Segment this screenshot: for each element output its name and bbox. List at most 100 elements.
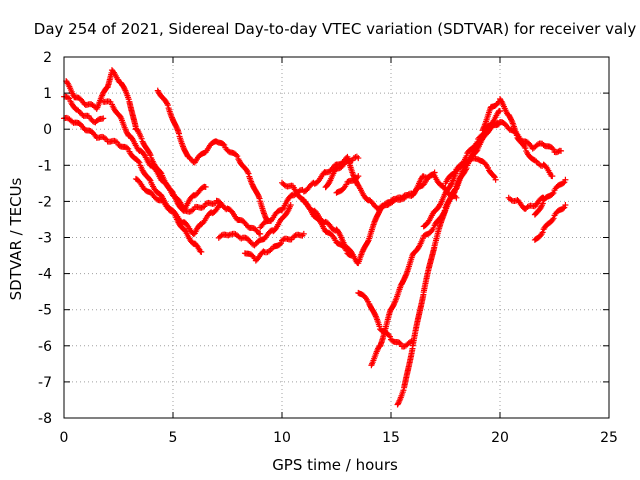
data-point [136, 159, 143, 166]
data-point [497, 108, 503, 115]
data-point [100, 115, 107, 122]
data-point [562, 202, 569, 209]
data-point [539, 200, 546, 207]
y-tick-label: -6 [38, 339, 52, 355]
data-point [372, 312, 379, 319]
data-point [539, 229, 546, 236]
series-track-19 [442, 155, 499, 187]
data-point [562, 176, 569, 183]
data-point [234, 153, 241, 160]
data-point [348, 252, 355, 259]
data-point [463, 152, 470, 159]
y-tick-label: 0 [43, 122, 52, 138]
data-point [555, 148, 562, 155]
y-tick-label: -5 [38, 303, 52, 319]
data-point [549, 173, 556, 180]
data-point [276, 241, 283, 248]
data-point [483, 129, 490, 136]
data-point [343, 247, 350, 254]
series-track-8 [215, 202, 294, 249]
series-track-14 [333, 173, 362, 196]
data-point [101, 135, 108, 142]
data-point [255, 192, 262, 199]
data-point [79, 111, 86, 118]
data-point [218, 232, 225, 239]
data-point [560, 205, 567, 212]
data-point [549, 144, 556, 151]
y-tick-label: -2 [38, 194, 52, 210]
y-tick-label: -1 [38, 158, 52, 174]
data-point [256, 195, 263, 202]
series-track-22 [531, 202, 569, 243]
data-point [233, 151, 240, 158]
y-tick-label: -4 [38, 267, 52, 283]
data-point [95, 116, 102, 123]
data-point [386, 333, 393, 340]
series-track-13 [322, 153, 362, 191]
data-point [549, 216, 556, 223]
data-point [281, 182, 288, 189]
data-point [244, 236, 251, 243]
data-point [112, 138, 119, 145]
data-point [121, 84, 128, 91]
data-point [550, 189, 557, 196]
data-point [245, 170, 252, 177]
axis-ticks: 0 5 10 15 20 25 -8 -7 -6 -5 -4 -3 -2 -1 0 1 2 [38, 50, 618, 446]
data-point [220, 141, 227, 148]
data-point [123, 144, 130, 151]
data-point [75, 107, 82, 114]
data-point [202, 200, 209, 207]
data-point [560, 180, 567, 187]
data-point [447, 181, 454, 188]
data-point [430, 225, 437, 232]
data-point [64, 94, 71, 101]
series-track-21 [505, 194, 547, 213]
x-tick-label: 5 [169, 430, 178, 446]
series-track-9 [241, 230, 307, 264]
series-track-6 [132, 175, 224, 238]
data-point [69, 118, 76, 125]
data-point [189, 207, 196, 214]
data-point [522, 145, 529, 152]
data-point [300, 230, 307, 237]
data-point [146, 149, 153, 156]
chart-title: Day 254 of 2021, Sidereal Day-to-day VTE… [34, 20, 637, 38]
data-point [474, 139, 481, 146]
data-point [157, 169, 164, 176]
data-point [550, 146, 557, 153]
data-point [364, 238, 371, 245]
x-tick-label: 10 [273, 430, 291, 446]
data-point [183, 220, 190, 227]
data-point [314, 178, 321, 185]
data-point [376, 323, 383, 330]
series-track-5 [132, 125, 264, 237]
x-tick-label: 20 [491, 430, 509, 446]
data-point [199, 204, 206, 211]
data-point [135, 158, 142, 165]
data-point [549, 191, 556, 198]
data-point [391, 301, 398, 308]
data-point [491, 173, 498, 180]
data-point [277, 240, 284, 247]
series-track-23 [531, 176, 569, 218]
series-track-2 [61, 93, 107, 126]
data-point [492, 176, 499, 183]
data-point [453, 194, 460, 201]
data-point [558, 147, 565, 154]
y-axis-label: SDTVAR / TECUs [7, 177, 25, 300]
y-tick-label: -3 [38, 231, 52, 247]
data-point [125, 145, 132, 152]
data-point [138, 135, 145, 142]
y-tick-label: 1 [43, 86, 52, 102]
data-point [287, 202, 294, 209]
series-track-12 [300, 198, 355, 259]
data-point [355, 173, 362, 180]
data-point [396, 339, 403, 346]
data-point [217, 202, 224, 209]
data-point [146, 176, 153, 183]
data-points [61, 67, 569, 408]
data-point [66, 95, 73, 102]
series-track-3 [63, 67, 139, 133]
